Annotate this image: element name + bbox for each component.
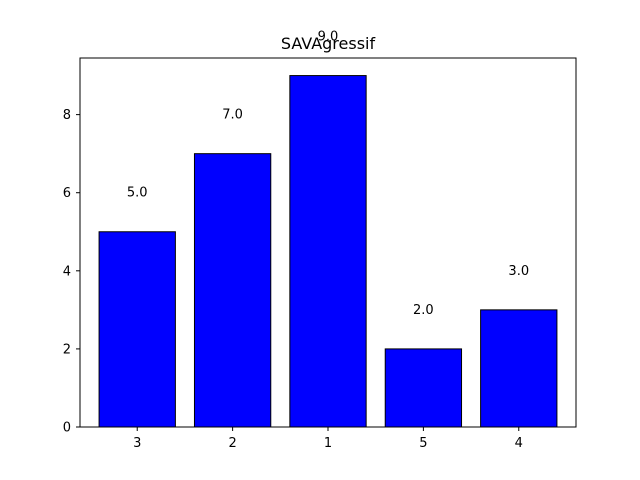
bar-value-label: 3.0	[508, 264, 529, 279]
y-tick-label: 2	[63, 342, 71, 357]
bar-value-label: 7.0	[222, 108, 243, 123]
x-tick-label: 3	[133, 436, 141, 451]
x-tick-label: 2	[228, 436, 236, 451]
bar-4	[480, 309, 558, 428]
x-axis: 3 2 1 5 4	[133, 427, 523, 451]
bar-value-label: 5.0	[127, 186, 148, 201]
y-tick-label: 4	[63, 264, 71, 279]
y-tick-label: 0	[63, 421, 71, 436]
x-tick-label: 4	[515, 436, 523, 451]
data-labels-group: 5.0 7.0 9.0 2.0 3.0	[127, 30, 529, 318]
bar-5	[384, 348, 463, 428]
x-tick-label: 5	[419, 436, 427, 451]
bars-group	[98, 75, 558, 428]
bar-3	[98, 231, 176, 428]
bar-1	[289, 75, 367, 428]
chart-title: SAVAgressif	[281, 34, 376, 53]
x-tick-label: 1	[324, 436, 332, 451]
y-tick-label: 8	[63, 108, 71, 123]
y-tick-label: 6	[63, 186, 71, 201]
bar-2	[193, 153, 272, 428]
bar-value-label: 2.0	[413, 303, 434, 318]
bar-value-label: 9.0	[318, 30, 339, 45]
y-axis: 0 2 4 6 8	[63, 108, 80, 436]
